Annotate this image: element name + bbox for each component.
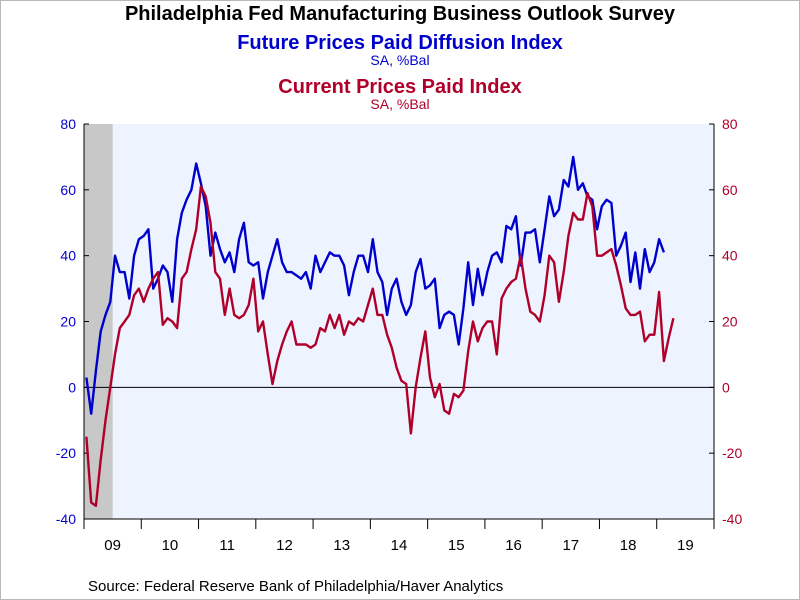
plot-area xyxy=(84,124,714,519)
x-tick-label: 13 xyxy=(333,537,350,554)
x-tick-label: 10 xyxy=(162,537,179,554)
x-tick-label: 16 xyxy=(505,537,522,554)
right-tick-label: 20 xyxy=(722,314,738,330)
series-unit-future: SA, %Bal xyxy=(370,52,430,68)
series-line-future-prices xyxy=(85,155,666,415)
left-tick-label: 20 xyxy=(60,314,76,330)
series-line-current-prices xyxy=(85,185,675,507)
left-tick-label: 40 xyxy=(60,248,76,264)
x-tick-label: 18 xyxy=(620,537,637,554)
x-tick-label: 12 xyxy=(276,537,293,554)
x-tick-label: 14 xyxy=(391,537,408,554)
series-title-current: Current Prices Paid Index xyxy=(278,76,522,98)
x-tick-label: 17 xyxy=(562,537,579,554)
left-tick-label: 80 xyxy=(60,116,76,132)
x-tick-label: 09 xyxy=(104,537,121,554)
right-tick-label: -40 xyxy=(722,511,742,527)
right-tick-label: 0 xyxy=(722,379,730,395)
source-note: Source: Federal Reserve Bank of Philadel… xyxy=(88,578,504,595)
series-title-future: Future Prices Paid Diffusion Index xyxy=(237,32,563,54)
left-tick-label: -40 xyxy=(56,511,76,527)
series-unit-current: SA, %Bal xyxy=(370,96,430,112)
x-tick-label: 11 xyxy=(219,537,235,554)
left-tick-label: 0 xyxy=(68,379,76,395)
x-tick-label: 15 xyxy=(448,537,465,554)
left-tick-label: 60 xyxy=(60,182,76,198)
right-tick-label: -20 xyxy=(722,445,742,461)
right-tick-label: 60 xyxy=(722,182,738,198)
x-tick-label: 19 xyxy=(677,537,694,554)
right-tick-label: 80 xyxy=(722,116,738,132)
right-tick-label: 40 xyxy=(722,248,738,264)
chart-title: Philadelphia Fed Manufacturing Business … xyxy=(124,3,676,25)
left-tick-label: -20 xyxy=(56,445,76,461)
